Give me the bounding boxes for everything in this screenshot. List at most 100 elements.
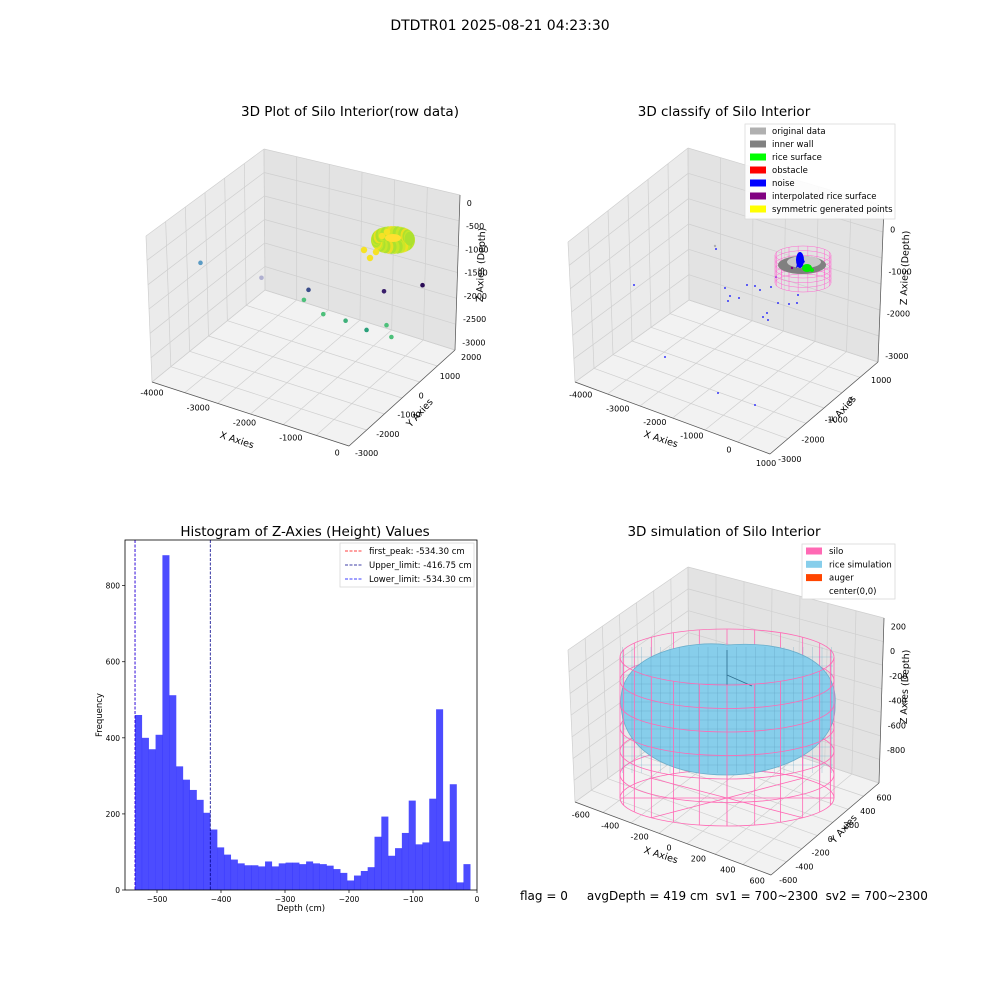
noise-point xyxy=(754,285,756,287)
histogram-bar xyxy=(299,864,307,890)
data-point xyxy=(381,288,387,294)
x-tick-label: 0 xyxy=(475,895,480,904)
histogram-bar xyxy=(189,789,197,890)
histogram-bar xyxy=(278,863,286,890)
z-tick-label: -1000 xyxy=(465,245,488,254)
histogram-bar xyxy=(436,709,444,890)
histogram-bar xyxy=(182,779,190,890)
panel1-points xyxy=(198,226,425,340)
noise-point xyxy=(754,404,756,406)
histogram-bar xyxy=(217,847,225,890)
grid-line xyxy=(688,588,884,642)
noise-point xyxy=(788,303,790,305)
histogram-bar xyxy=(347,880,355,890)
histogram-bar xyxy=(271,866,279,890)
x-tick-label: 0 xyxy=(726,445,731,454)
z-tick-label: -2500 xyxy=(463,315,486,324)
histogram-xlabel: Depth (cm) xyxy=(277,904,325,914)
silo-spoke xyxy=(726,777,803,799)
noise-point xyxy=(717,392,719,394)
panel2-zlabel: Z Axies (Depth) xyxy=(899,231,913,306)
histogram-bar xyxy=(442,841,450,890)
legend-label: inner wall xyxy=(772,140,813,150)
legend-swatch xyxy=(806,547,822,555)
data-point xyxy=(259,275,264,281)
noise-point xyxy=(759,289,761,291)
x-tick-label: -200 xyxy=(631,833,649,842)
legend-label: original data xyxy=(772,127,826,137)
legend-label: center(0,0) xyxy=(829,587,877,597)
histogram-bar xyxy=(374,836,382,890)
x-tick-label: −500 xyxy=(147,895,168,904)
original-point xyxy=(713,244,717,248)
grid-line xyxy=(567,147,689,243)
y-tick-label: 200 xyxy=(844,821,859,830)
x-axis-line xyxy=(574,801,772,876)
noise-point xyxy=(770,286,772,288)
histogram-bar xyxy=(333,869,341,890)
x-tick-label: -2000 xyxy=(643,418,666,427)
histogram-bar xyxy=(408,800,416,890)
grid-line xyxy=(263,148,266,291)
legend-swatch xyxy=(750,140,766,148)
panel1-chart: -4000 -3000 -2000 -1000 0 -3000 -2000 -1000 0 10… xyxy=(140,148,489,458)
cluster-point xyxy=(378,232,386,240)
histogram-bars xyxy=(135,555,471,890)
noise-point xyxy=(767,319,769,321)
cluster-point xyxy=(383,228,391,236)
rice-surface-points xyxy=(802,264,812,272)
floor-pane xyxy=(152,290,455,446)
panel4-xlabel: X Axies xyxy=(642,845,679,866)
cluster-point xyxy=(404,231,415,246)
y-tick-label: 600 xyxy=(876,793,891,802)
histogram-ylabel: Frequency xyxy=(95,693,105,737)
y-tick-label: -200 xyxy=(812,849,830,858)
legend-label: noise xyxy=(772,179,795,189)
y-axis-line xyxy=(348,349,456,447)
x-tick-label: -2000 xyxy=(233,418,256,427)
histogram-bar xyxy=(244,865,252,890)
panel1-xlabel: X Axies xyxy=(218,430,255,451)
panel2-legend: original data inner wall rice surface obsta… xyxy=(744,123,896,220)
legend-label: rice simulation xyxy=(829,560,892,570)
z-tick-label: 0 xyxy=(890,647,895,656)
data-point xyxy=(198,260,203,266)
x-tick-label: -600 xyxy=(572,811,590,820)
z-axis-line xyxy=(878,617,885,784)
x-tick-label: 0 xyxy=(666,844,671,853)
x-tick-label: 200 xyxy=(691,854,706,863)
legend-swatch xyxy=(750,192,766,200)
histogram-bar xyxy=(340,872,348,890)
z-tick-label: -500 xyxy=(466,222,484,231)
floor-pane xyxy=(575,300,878,454)
legend-swatch xyxy=(750,166,766,174)
z-tick-label: -2000 xyxy=(464,292,487,301)
z-tick-label: -3000 xyxy=(462,338,485,347)
y-tick-label: 2000 xyxy=(461,353,481,362)
grid-line xyxy=(688,299,879,363)
noise-point xyxy=(724,287,726,289)
y-tick-label: 1000 xyxy=(871,376,891,385)
z-tick-label: -2000 xyxy=(887,310,910,319)
histogram-bar xyxy=(401,832,409,890)
y-tick-label: 0 xyxy=(419,391,424,400)
x-tick-label: 1000 xyxy=(756,459,776,468)
legend-label: symmetric generated points xyxy=(772,205,893,215)
panel4-zlabel: Z Axies (Depth) xyxy=(899,650,913,725)
grid-line xyxy=(687,147,690,301)
panel1-panes xyxy=(145,148,461,447)
histogram-bar xyxy=(162,555,170,890)
grid-line xyxy=(151,289,266,383)
z-tick-label: -800 xyxy=(887,746,905,755)
y-tick-label: -1000 xyxy=(825,416,848,425)
silo-spoke xyxy=(726,797,803,819)
histogram-bar xyxy=(169,695,177,890)
x-tick-label: -4000 xyxy=(140,388,163,397)
histogram-bar xyxy=(312,863,320,890)
status-footer: flag = 0 avgDepth = 419 cm sv1 = 700~230… xyxy=(520,889,928,903)
histogram-bar xyxy=(415,844,423,890)
grid-line xyxy=(574,299,690,383)
grid-line xyxy=(851,610,857,775)
data-point xyxy=(389,334,394,340)
z-tick-label: 0 xyxy=(467,199,472,208)
